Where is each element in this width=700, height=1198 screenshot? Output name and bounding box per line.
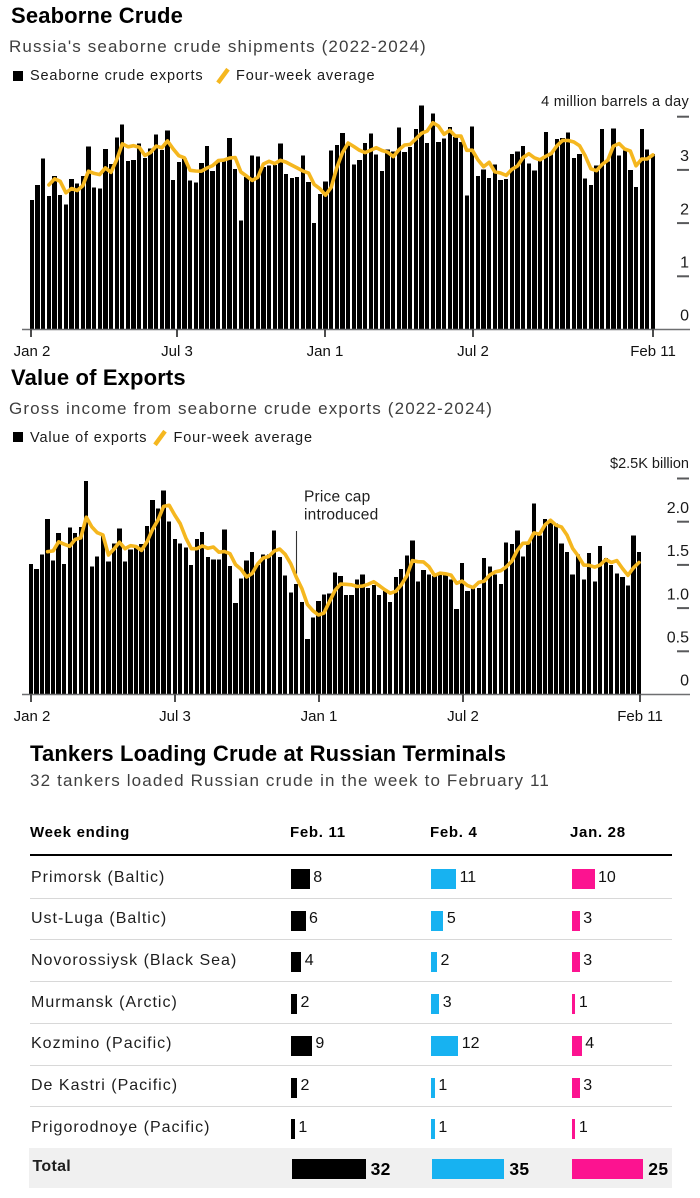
- svg-text:Jul 3: Jul 3: [159, 708, 191, 725]
- svg-text:1.5: 1.5: [667, 543, 689, 560]
- svg-text:introduced: introduced: [304, 507, 378, 524]
- svg-text:Jul 3: Jul 3: [161, 343, 193, 360]
- svg-text:Jan 1: Jan 1: [301, 708, 338, 725]
- svg-text:Price cap: Price cap: [304, 489, 370, 506]
- svg-text:0: 0: [680, 673, 689, 690]
- svg-text:1: 1: [680, 255, 689, 272]
- svg-text:2: 2: [680, 201, 689, 218]
- svg-text:0: 0: [680, 308, 689, 325]
- svg-text:Jul 2: Jul 2: [457, 343, 489, 360]
- svg-text:$2.5K billion: $2.5K billion: [610, 456, 689, 472]
- svg-text:Jan 1: Jan 1: [307, 343, 344, 360]
- svg-text:Jan 2: Jan 2: [14, 708, 51, 725]
- svg-text:Feb 11: Feb 11: [617, 708, 663, 725]
- svg-text:Jan 2: Jan 2: [14, 343, 51, 360]
- svg-text:2.0: 2.0: [667, 500, 689, 517]
- svg-text:Feb 11: Feb 11: [630, 343, 676, 360]
- svg-text:4 million barrels a day: 4 million barrels a day: [541, 94, 689, 110]
- svg-text:Jul 2: Jul 2: [447, 708, 479, 725]
- svg-text:1.0: 1.0: [667, 586, 689, 603]
- svg-text:3: 3: [680, 148, 689, 165]
- svg-text:0.5: 0.5: [667, 630, 689, 647]
